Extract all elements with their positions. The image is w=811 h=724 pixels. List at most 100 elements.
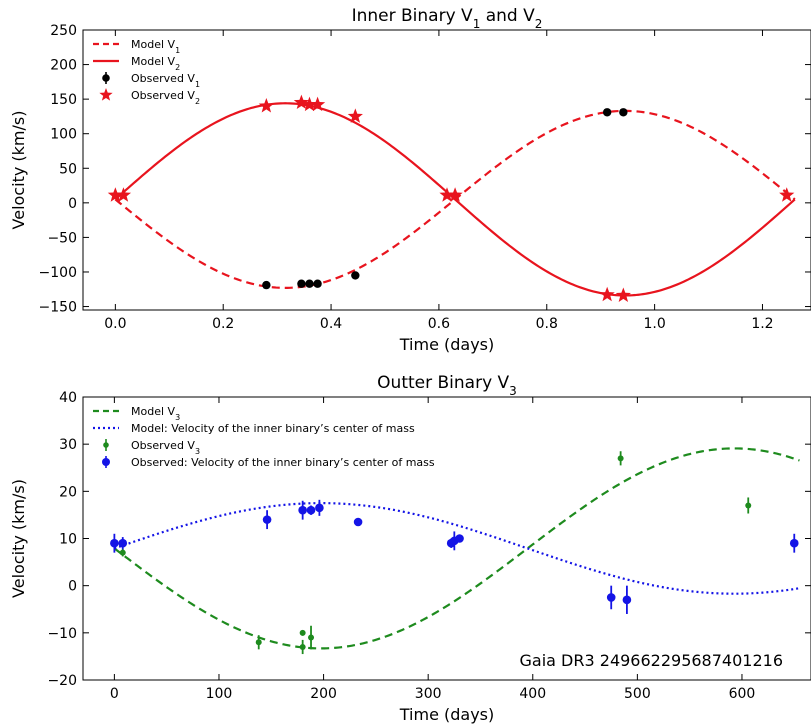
observed-cm-point	[110, 538, 119, 548]
legend-label-subscript: 1	[195, 80, 200, 89]
y-axis-label: Velocity (km/s)	[9, 111, 28, 230]
observed-v1-point	[351, 271, 360, 280]
observed-v1-point	[262, 280, 271, 290]
x-tick-label: 200	[310, 686, 337, 702]
observed-v3-point	[617, 455, 624, 462]
observed-v3-point	[299, 643, 306, 650]
legend-label-subscript: 3	[175, 413, 180, 422]
observed-v3-point	[745, 502, 752, 509]
legend-point-swatch	[103, 442, 109, 448]
legend-label-text: Observed V	[131, 439, 195, 452]
observed-v3-point	[119, 549, 126, 556]
y-tick-label: 50	[59, 161, 77, 177]
observed-v2-point	[107, 187, 123, 202]
legend-label: Model V3	[131, 405, 180, 422]
x-tick-label: 0.4	[320, 316, 342, 332]
y-tick-label: 20	[59, 484, 77, 500]
plot-frame	[82, 29, 811, 311]
y-tick-label: 200	[50, 58, 77, 74]
legend-label: Observed: Velocity of the inner binary’s…	[131, 456, 435, 469]
observed-v2-point	[615, 287, 631, 302]
legend-label-text: Model V	[131, 55, 176, 68]
y-tick-label: −150	[39, 300, 77, 316]
x-tick-label: 0.0	[104, 316, 126, 332]
legend-point-swatch	[102, 458, 110, 466]
x-tick-label: 1.0	[643, 316, 665, 332]
legend-label: Observed V2	[131, 89, 200, 106]
x-tick-label: 400	[519, 686, 546, 702]
title-subscript: 1	[473, 17, 481, 31]
observed-v2-point	[439, 187, 455, 202]
y-tick-label: 100	[50, 127, 77, 143]
model-v2-curve	[114, 102, 796, 297]
observed-v2-point	[258, 98, 274, 113]
title-subscript: 2	[535, 17, 543, 31]
observed-v1-point	[619, 108, 628, 117]
y-tick-label: 250	[50, 23, 77, 39]
title-text: Outter Binary V	[377, 373, 509, 393]
x-tick-label: 600	[729, 686, 756, 702]
observed-v2-point	[309, 96, 326, 112]
x-tick-label: 100	[206, 686, 233, 702]
model-center-of-mass-curve	[114, 502, 800, 595]
x-tick-label: 300	[415, 686, 442, 702]
outer-binary-chart: Outter Binary V3 Time (days) Velocity (k…	[9, 373, 811, 724]
legend-label: Model V2	[131, 55, 180, 72]
title-text: Inner Binary V	[352, 6, 473, 26]
x-tick-label: 1.2	[751, 316, 773, 332]
observed-cm-point	[622, 595, 632, 605]
x-axis-label: Time (days)	[399, 705, 495, 724]
observed-v2-point	[447, 187, 463, 202]
x-tick-label: 0.8	[536, 316, 558, 332]
observed-cm-point	[315, 503, 324, 513]
legend-label: Model: Velocity of the inner binary’s ce…	[131, 422, 415, 435]
x-tick-label: 0.2	[212, 316, 234, 332]
observed-v3-point	[255, 639, 262, 646]
legend-star-swatch	[99, 88, 113, 101]
observed-v1-point	[305, 279, 314, 288]
y-axis-label: Velocity (km/s)	[9, 479, 28, 598]
x-tick-label: 0	[110, 686, 119, 702]
observed-v2-point	[347, 108, 363, 123]
legend-label-text: Observed V	[131, 89, 195, 102]
legend-label-text: Model V	[131, 38, 176, 51]
y-tick-label: 150	[50, 92, 77, 108]
y-tick-label: 30	[59, 437, 77, 453]
x-axis-label: Time (days)	[399, 335, 495, 354]
inner-binary-chart: Inner Binary V1 and V2 Time (days) Veloc…	[9, 6, 811, 354]
chart-title: Inner Binary V1 and V2	[352, 6, 543, 31]
y-tick-label: 0	[68, 196, 77, 212]
chart-title: Outter Binary V3	[377, 373, 517, 398]
x-tick-label: 500	[624, 686, 651, 702]
title-subscript: 3	[509, 384, 517, 398]
legend-point-swatch	[102, 74, 110, 82]
y-tick-label: 0	[68, 579, 77, 595]
legend-label: Observed V1	[131, 72, 200, 89]
observed-cm-point	[306, 505, 316, 515]
observed-cm-point	[606, 593, 616, 602]
observed-v2-point	[779, 187, 795, 202]
observed-v1-point	[313, 279, 322, 288]
observed-v1-point	[297, 279, 306, 288]
observed-v2-point	[115, 187, 132, 202]
legend-label-subscript: 1	[175, 46, 180, 55]
observed-cm-point	[353, 517, 363, 527]
y-tick-label: 10	[59, 532, 77, 548]
observed-v3-point	[308, 634, 315, 641]
legend-label-subscript: 2	[175, 63, 180, 72]
y-tick-label: −10	[47, 626, 77, 642]
observed-v2-point	[301, 96, 318, 112]
gaia-id-annotation: Gaia DR3 2496622956874012​16	[520, 651, 783, 670]
observed-v3-point	[299, 629, 306, 636]
observed-cm-point	[455, 534, 464, 543]
y-tick-label: −20	[47, 673, 77, 689]
legend-label-subscript: 3	[195, 447, 200, 456]
observed-v1-point	[602, 108, 612, 117]
legend-label: Observed V3	[131, 439, 200, 456]
y-tick-label: 40	[59, 390, 77, 406]
y-tick-label: −100	[39, 265, 77, 281]
legend-label-text: Model: Velocity of the inner binary’s ce…	[131, 422, 415, 435]
legend-label-subscript: 2	[195, 97, 200, 106]
observed-cm-point	[789, 538, 799, 548]
